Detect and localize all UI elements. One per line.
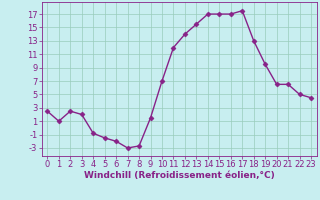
- X-axis label: Windchill (Refroidissement éolien,°C): Windchill (Refroidissement éolien,°C): [84, 171, 275, 180]
